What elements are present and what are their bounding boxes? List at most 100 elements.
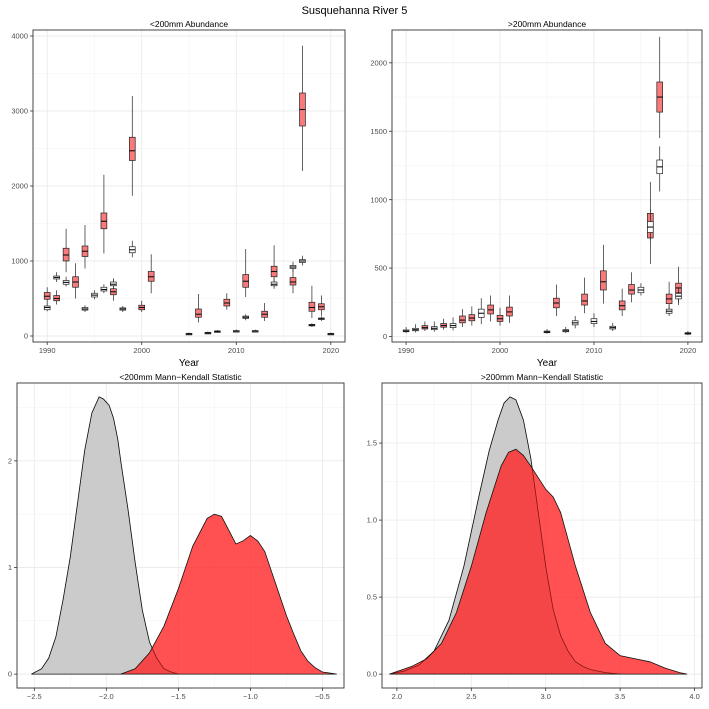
x-tick-label: −2.0 (99, 692, 114, 701)
y-tick-label: 4000 (11, 32, 28, 41)
box-gray-1990 (43, 303, 51, 312)
box-gray-1994 (81, 305, 89, 312)
density-red (389, 448, 688, 675)
box-gray-1997 (110, 278, 117, 289)
box-red-1991 (53, 290, 60, 305)
panel-title: <200mm Mann−Kendall Statistic (119, 372, 242, 382)
box-gray-2016 (647, 209, 654, 241)
box-gray-2018 (308, 323, 316, 327)
box-gray-2019 (675, 288, 682, 303)
y-tick-label: 1.0 (367, 516, 377, 525)
box-red-2000 (496, 307, 504, 326)
y-tick-label: 2000 (11, 182, 28, 191)
box-gray-2011 (242, 314, 250, 321)
box-gray-2017 (299, 255, 306, 266)
panel-frame (381, 382, 703, 689)
x-tick-label: 2000 (133, 346, 150, 355)
x-tick-label: 3.5 (615, 692, 625, 701)
box-gray-2005 (543, 329, 551, 334)
density-gray-outline (389, 396, 621, 675)
box-red-2017 (656, 36, 663, 139)
y-tick-label: 3000 (11, 107, 28, 116)
y-tick-label: 0 (24, 332, 28, 341)
x-tick-label: 1990 (398, 346, 415, 355)
box-gray-2010 (232, 329, 240, 333)
box-red-2011 (600, 244, 607, 304)
box-red-2014 (628, 272, 635, 303)
box-body (195, 308, 202, 318)
box-body (600, 270, 607, 291)
box-gray-2010 (590, 313, 598, 327)
x-tick-label: 2020 (680, 346, 697, 355)
y-tick-label: 1500 (370, 127, 387, 136)
box-red-1999 (487, 295, 494, 322)
box-body (308, 301, 316, 312)
x-tick-label: −2.5 (27, 692, 42, 701)
box-red-1993 (72, 263, 79, 299)
box-gray-2008 (571, 316, 579, 329)
box-body (628, 284, 635, 295)
box-gray-2005 (185, 332, 193, 336)
x-axis-label: Year (537, 358, 558, 369)
x-tick-label: 4.0 (689, 692, 699, 701)
box-gray-2015 (637, 283, 645, 296)
box-red-1997 (468, 306, 476, 326)
y-tick-label: 0.5 (367, 593, 377, 602)
x-axis-label: Year (179, 358, 200, 369)
box-gray-1995 (449, 317, 457, 331)
x-tick-label: 3.0 (541, 692, 551, 701)
y-tick-label: 0 (8, 670, 12, 679)
box-red-1994 (81, 225, 89, 269)
panel-frame (391, 29, 703, 343)
box-gray-2007 (204, 331, 212, 335)
y-tick-label: 0.0 (367, 670, 377, 679)
box-gray-1990 (402, 326, 410, 334)
panel-4: >200mm Mann−Kendall Statistic 2.0 2.5 3.0 3.… (367, 372, 703, 701)
y-tick-label: 1 (8, 563, 12, 572)
x-tick-label: −1.5 (171, 692, 186, 701)
box-body (289, 277, 297, 286)
density-red (120, 513, 337, 675)
box-red-2006 (553, 284, 560, 316)
box-red-2006 (195, 294, 202, 323)
box-red-2019 (318, 295, 325, 316)
box-red-2000 (138, 300, 146, 312)
box-gray-1996 (100, 284, 108, 294)
x-tick-label: −0.5 (315, 692, 330, 701)
y-tick-label: 1000 (11, 257, 28, 266)
box-red-1999 (128, 96, 136, 196)
x-tick-label: 2.5 (466, 692, 476, 701)
box-red-1994 (440, 318, 447, 330)
box-gray-2017 (656, 146, 663, 192)
density-gray (31, 396, 179, 675)
box-gray-2020 (327, 332, 335, 336)
x-tick-label: 2.0 (392, 692, 402, 701)
box-gray-1995 (91, 290, 98, 300)
box-red-2009 (581, 277, 588, 314)
figure-title: Susquehanna River 5 (302, 5, 408, 17)
box-red-2011 (242, 249, 250, 297)
box-red-2013 (261, 303, 268, 321)
y-tick-label: 2 (8, 456, 12, 465)
x-tick-label: −1.0 (243, 692, 258, 701)
panel-title: >200mm Mann−Kendall Statistic (481, 372, 604, 382)
box-red-1996 (100, 174, 108, 254)
box-gray-2018 (665, 305, 673, 316)
box-gray-2014 (270, 278, 278, 289)
y-tick-label: 1000 (370, 195, 387, 204)
box-gray-1991 (53, 272, 60, 282)
panel-2: >200mm Abundance 1990 2000 2010 2020 0 500 1000… (370, 19, 703, 369)
box-red-2018 (308, 285, 316, 318)
box-body (128, 136, 136, 161)
box-red-1992 (62, 228, 70, 273)
y-tick-label: 1.5 (367, 439, 377, 448)
panel-title: <200mm Abundance (150, 19, 228, 29)
box-gray-1998 (119, 306, 127, 312)
box-red-1992 (421, 321, 429, 332)
box-body (459, 315, 466, 324)
box-gray-2020 (684, 331, 692, 336)
panel-3: <200mm Mann−Kendall Statistic −2.5 −2.0 −1.… (8, 372, 345, 701)
panel-1: <200mm Abundance 1990 2000 2010 2020 0 1000 200… (11, 19, 346, 369)
box-gray-1992 (62, 276, 70, 287)
